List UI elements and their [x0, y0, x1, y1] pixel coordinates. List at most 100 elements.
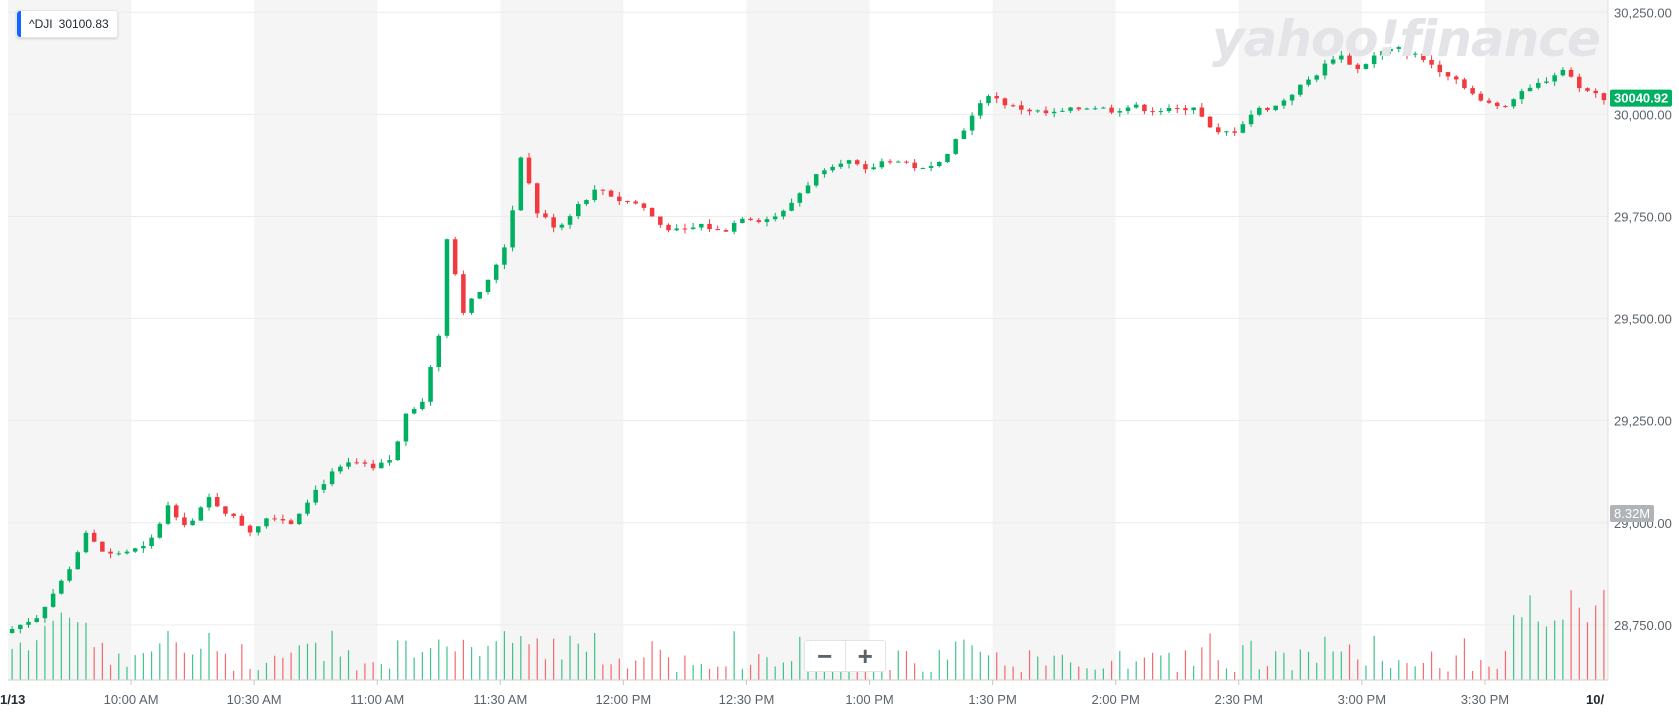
- x-tick-label: 10:00 AM: [104, 692, 159, 707]
- candle-body: [1445, 72, 1451, 77]
- candle-body: [1298, 84, 1303, 95]
- candle-body: [1486, 100, 1492, 103]
- volume-bar: [224, 653, 227, 680]
- candle-body: [584, 200, 589, 205]
- candle-body: [1027, 109, 1032, 112]
- volume-bar: [938, 650, 940, 680]
- zoom-in-button[interactable]: +: [844, 641, 886, 671]
- y-tick-label: 29,750.00: [1614, 209, 1672, 224]
- volume-bar: [1020, 671, 1022, 680]
- candle-body: [1224, 131, 1229, 133]
- candle-body: [830, 166, 835, 171]
- candle-body: [526, 157, 532, 184]
- candle-body: [1051, 111, 1057, 114]
- volume-bar: [1504, 650, 1507, 680]
- candle-body: [444, 239, 450, 336]
- candle-body: [1142, 104, 1147, 112]
- volume-bar: [126, 666, 128, 680]
- candle-body: [1371, 55, 1377, 65]
- candle-body: [690, 227, 696, 230]
- candle-body: [264, 518, 269, 527]
- volume-bar: [1004, 665, 1006, 680]
- x-tick-label: 12:00 PM: [596, 692, 652, 707]
- candle-body: [1060, 110, 1065, 112]
- candle-body: [592, 189, 597, 201]
- x-tick-label: 11:30 AM: [473, 692, 527, 707]
- candle-body: [748, 218, 753, 221]
- candle-body: [740, 218, 745, 224]
- candle-body: [75, 552, 80, 570]
- candle-body: [1421, 53, 1426, 60]
- candle-body: [822, 170, 827, 175]
- volume-bar: [1291, 670, 1293, 680]
- volume-bar: [594, 632, 596, 680]
- volume-bar: [1160, 655, 1162, 680]
- volume-bar: [44, 625, 46, 680]
- candle-body: [1462, 79, 1467, 89]
- candle-body: [912, 162, 917, 169]
- candle-body: [116, 553, 122, 555]
- volume-bar: [1570, 590, 1572, 680]
- candle-body: [321, 484, 327, 490]
- volume-bar: [192, 654, 194, 680]
- candle-body: [370, 463, 376, 469]
- volume-bar: [1127, 668, 1129, 680]
- candle-body: [329, 471, 335, 485]
- volume-bar: [1365, 665, 1367, 680]
- candle-body: [805, 185, 811, 194]
- candle-body: [854, 160, 860, 165]
- volume-bar: [1143, 657, 1146, 680]
- candle-body: [9, 629, 15, 634]
- volume-bar: [462, 639, 464, 680]
- volume-bar: [667, 657, 670, 680]
- volume-bar: [19, 642, 21, 680]
- volume-bar: [183, 652, 186, 680]
- zoom-out-button[interactable]: −: [817, 641, 833, 671]
- candle-body: [346, 462, 351, 467]
- yahoo-finance-logo: yahoo!finance: [1212, 10, 1601, 68]
- volume-bar: [1234, 671, 1236, 680]
- x-tick-label: 1:00 PM: [845, 692, 893, 707]
- candle-body: [485, 279, 491, 292]
- volume-bar: [454, 651, 456, 680]
- volume-badge-bg: [1610, 505, 1654, 522]
- candle-body: [1092, 108, 1098, 110]
- volume-bar: [274, 655, 276, 680]
- candle-body: [214, 497, 220, 507]
- volume-bar: [298, 645, 300, 680]
- volume-bar: [1193, 665, 1195, 680]
- candle-body: [1601, 93, 1607, 101]
- volume-bar: [1529, 595, 1531, 680]
- price-badge-label: 30040.92: [1614, 91, 1668, 106]
- candle-body: [26, 622, 31, 625]
- y-tick-label: 30,000.00: [1614, 107, 1672, 122]
- x-tick-label: 12:30 PM: [719, 692, 775, 707]
- volume-bar: [602, 664, 604, 680]
- candle-body: [937, 162, 942, 167]
- candle-body: [543, 213, 548, 218]
- volume-bar: [1045, 665, 1047, 680]
- candle-body: [198, 507, 204, 521]
- candle-body: [493, 264, 499, 280]
- candle-body: [559, 224, 565, 228]
- volume-bar: [1078, 666, 1080, 680]
- candle-body: [379, 462, 384, 469]
- volume-bar: [1595, 605, 1597, 680]
- volume-bars: [11, 589, 1605, 680]
- candle-body: [715, 229, 720, 231]
- volume-bar: [905, 651, 908, 680]
- volume-bar: [372, 662, 374, 680]
- volume-bar: [635, 660, 637, 680]
- x-tick-label: 3:00 PM: [1338, 692, 1386, 707]
- volume-bar: [963, 639, 965, 680]
- candle-body: [1019, 105, 1024, 110]
- candle-body: [1470, 88, 1475, 94]
- candle-body: [1560, 69, 1566, 76]
- candle-body: [1355, 64, 1360, 69]
- x-tick-label: 2:00 PM: [1091, 692, 1139, 707]
- symbol-legend[interactable]: ^DJI 30100.83: [16, 10, 118, 38]
- candle-body: [994, 96, 999, 99]
- volume-bar: [610, 664, 612, 680]
